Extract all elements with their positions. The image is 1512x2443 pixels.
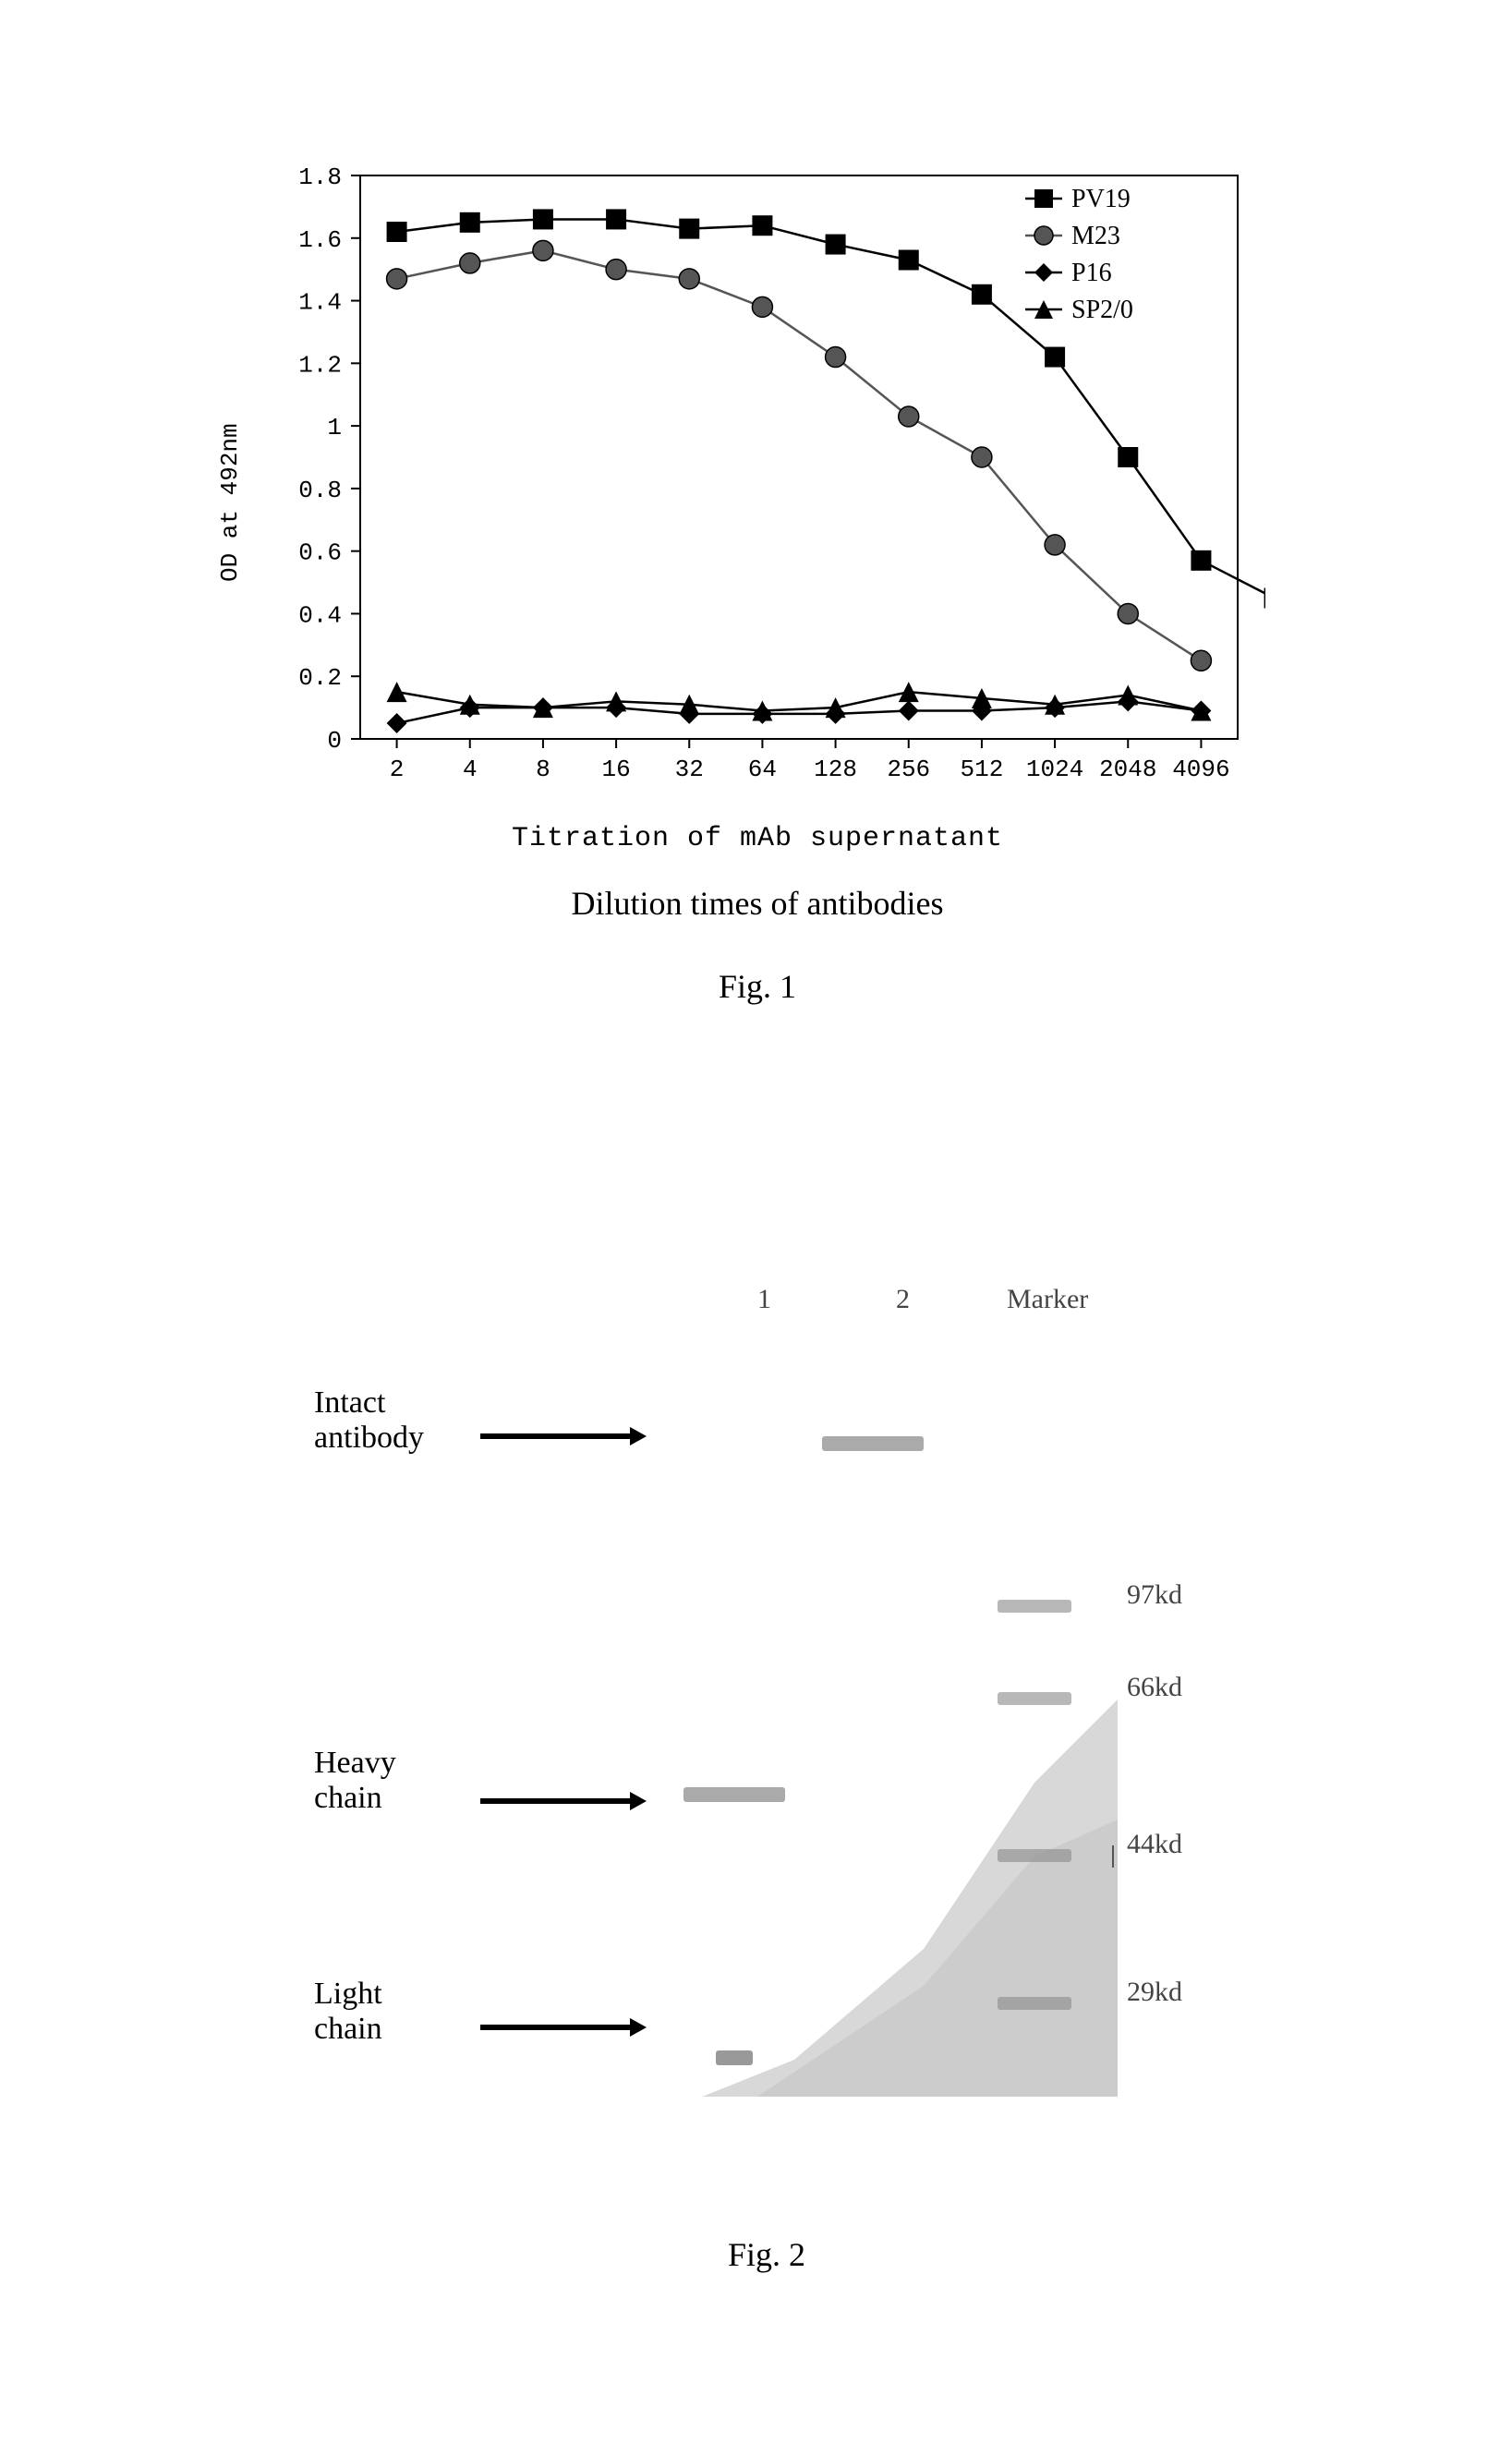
fig1-xlabel-outer: Dilution times of antibodies (249, 884, 1265, 923)
figure-2: 1 2 Marker Intact antibody Heavy chain L… (277, 1284, 1256, 2207)
svg-text:512: 512 (961, 756, 1004, 783)
svg-text:SP2/0: SP2/0 (1071, 296, 1133, 324)
fig2-marker-97kd: 97kd (1127, 1579, 1182, 1611)
svg-text:64: 64 (748, 756, 777, 783)
fig2-marker-44kd: 44kd (1127, 1829, 1182, 1860)
svg-text:1.2: 1.2 (298, 351, 342, 379)
svg-text:1.4: 1.4 (298, 289, 342, 317)
svg-text:4: 4 (463, 756, 478, 783)
svg-text:1024: 1024 (1026, 756, 1083, 783)
fig2-caption: Fig. 2 (277, 2235, 1256, 2274)
svg-text:M23: M23 (1071, 222, 1120, 250)
svg-text:0.4: 0.4 (298, 601, 342, 629)
fig2-label-light: Light chain (314, 1977, 382, 2047)
figure-1: OD at 492nm 00.20.40.60.811.21.41.61.824… (249, 148, 1265, 1006)
svg-text:2048: 2048 (1099, 756, 1156, 783)
svg-text:0.8: 0.8 (298, 477, 342, 504)
svg-text:1.6: 1.6 (298, 226, 342, 254)
svg-text:1: 1 (327, 414, 342, 441)
label-text-2b: chain (314, 1781, 382, 1815)
fig1-caption: Fig. 1 (249, 967, 1265, 1006)
svg-text:8: 8 (536, 756, 550, 783)
svg-text:16: 16 (601, 756, 630, 783)
svg-text:256: 256 (887, 756, 930, 783)
label-text-3b: chain (314, 2012, 382, 2046)
fig2-gel-svg (277, 1302, 1256, 2152)
fig1-chart: 0 0.2 0.4 0.6 0.8 1 1.2 1.4 1.6 1.8 2 4 8 16 32 64 128 25… (249, 148, 1265, 813)
svg-text:32: 32 (675, 756, 704, 783)
label-text-2a: Heavy (314, 1746, 396, 1780)
svg-text:128: 128 (814, 756, 857, 783)
svg-text:2: 2 (390, 756, 405, 783)
fig1-xlabel-inner: Titration of mAb supernatant (249, 823, 1265, 854)
svg-text:1.8: 1.8 (298, 163, 342, 191)
svg-text:4096: 4096 (1172, 756, 1229, 783)
svg-text:0: 0 (327, 727, 342, 755)
svg-text:0.6: 0.6 (298, 539, 342, 567)
svg-text:0.2: 0.2 (298, 664, 342, 692)
fig2-marker-66kd: 66kd (1127, 1672, 1182, 1703)
label-text-3a: Light (314, 1977, 382, 2011)
label-text-1a: Intact (314, 1385, 385, 1420)
fig2-label-heavy: Heavy chain (314, 1746, 396, 1816)
svg-text:P16: P16 (1071, 259, 1112, 287)
fig1-ylabel: OD at 492nm (216, 423, 244, 582)
svg-text:PV19: PV19 (1071, 185, 1131, 213)
label-text-1b: antibody (314, 1421, 424, 1455)
fig2-marker-29kd: 29kd (1127, 1977, 1182, 2008)
fig2-label-intact: Intact antibody (314, 1385, 424, 1456)
